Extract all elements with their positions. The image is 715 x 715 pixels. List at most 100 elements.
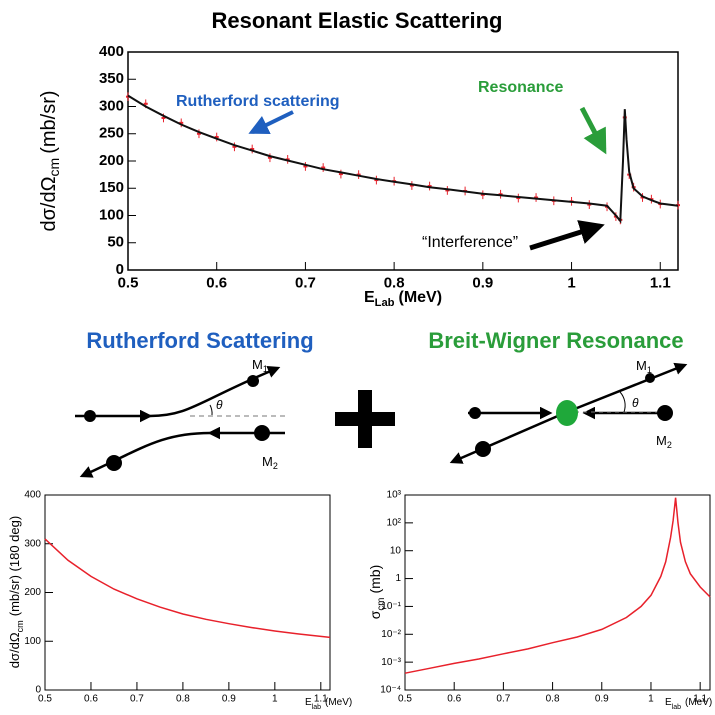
data-point [214, 136, 219, 139]
x-tick-label: 1 [272, 694, 278, 705]
label: 1 [647, 365, 652, 375]
x-tick-label: 0.5 [118, 274, 139, 291]
x-tick-label: 0.5 [38, 694, 52, 705]
x-tick-label: 0.9 [595, 694, 609, 705]
data-point [640, 196, 645, 199]
diagram-title: Breit-Wigner Resonance [428, 328, 683, 353]
data-point [498, 193, 503, 196]
x-tick-label: 0.6 [84, 694, 98, 705]
y-tick-label: 10³ [387, 490, 402, 501]
x-tick-label: 0.5 [398, 694, 412, 705]
label-sub: lab [312, 704, 321, 710]
x-tick-label: 1 [648, 694, 654, 705]
label-sub: lab [672, 704, 681, 710]
x-tick-label: 0.6 [447, 694, 461, 705]
x-tick-label: 0.8 [546, 694, 560, 705]
mass-label: M1 [636, 358, 652, 375]
axis-label: dσ/dΩcm (mb/sr) (180 deg) [7, 516, 25, 668]
label-sub: Lab [375, 297, 395, 309]
x-tick-label: 1 [567, 274, 575, 291]
data-point [267, 156, 272, 159]
label-main: E [364, 289, 375, 306]
label-sub: cm [15, 620, 25, 632]
chart-title: Resonant Elastic Scattering [212, 8, 503, 33]
x-tick-label: 0.6 [206, 274, 227, 291]
x-tick-label: 1.1 [693, 694, 707, 705]
mass-label: M2 [656, 433, 672, 450]
angle-label: θ [632, 396, 639, 410]
data-point [143, 102, 148, 105]
particle [469, 407, 481, 419]
data-point [534, 196, 539, 199]
y-tick-label: 400 [99, 43, 124, 60]
data-point [427, 185, 432, 188]
label: M [252, 357, 263, 372]
label-sub: cm [376, 598, 387, 611]
label-main: E [305, 697, 312, 708]
mass-label: M2 [262, 454, 278, 471]
particle [247, 375, 259, 387]
y-tick-label: 200 [99, 152, 124, 169]
arrow [529, 220, 605, 251]
data-point [321, 166, 326, 169]
label-main: E [665, 697, 672, 708]
label: M [656, 433, 667, 448]
data-point [445, 189, 450, 192]
label: 2 [667, 440, 672, 450]
data-point [374, 179, 379, 182]
arrow [248, 110, 294, 134]
data-point [179, 121, 184, 124]
label-unit: (mb/sr) (180 deg) [7, 516, 22, 616]
y-tick-label: 10² [387, 517, 402, 528]
y-tick-label: 10⁻¹ [381, 601, 401, 612]
label-unit: (MeV) [399, 289, 443, 306]
data-point [250, 148, 255, 151]
data-point [338, 173, 343, 176]
label: 1 [263, 364, 268, 374]
data-point [285, 158, 290, 161]
x-tick-label: 0.8 [384, 274, 405, 291]
label: M [262, 454, 273, 469]
x-tick-label: 1.1 [650, 274, 671, 291]
particle [645, 373, 655, 383]
compound-nucleus [556, 400, 578, 426]
plot-frame [404, 494, 711, 691]
y-tick-label: 50 [107, 234, 124, 251]
annotation: “Interference” [422, 234, 518, 251]
axis-label: Elab (MeV) [665, 697, 712, 710]
y-tick-label: 100 [24, 636, 41, 647]
data-point [480, 193, 485, 196]
angle-label: θ [216, 398, 223, 412]
diagram-title: Rutherford Scattering [86, 328, 313, 353]
data-point [232, 145, 237, 148]
plot-frame [44, 494, 331, 691]
line-series [127, 94, 679, 224]
y-tick-label: 200 [24, 587, 41, 598]
x-tick-label: 0.7 [295, 274, 316, 291]
x-tick-label: 0.7 [130, 694, 144, 705]
particle [657, 405, 673, 421]
y-tick-label: 300 [99, 97, 124, 114]
y-tick-label: 1 [395, 573, 401, 584]
breit-wigner-diagram [449, 362, 688, 464]
line-series [44, 538, 331, 639]
data-point [516, 197, 521, 200]
label-unit: (mb) [367, 565, 383, 594]
particle [106, 455, 122, 471]
data-point [303, 165, 308, 168]
y-tick-label: 350 [99, 70, 124, 87]
y-tick-label: 0 [35, 685, 41, 696]
data-point [587, 203, 592, 206]
data-point [161, 116, 166, 119]
y-tick-label: 10 [390, 545, 402, 556]
x-tick-label: 0.9 [222, 694, 236, 705]
label-main: dσ/dΩ [38, 176, 60, 231]
data-point [196, 132, 201, 135]
axis-label: Elab (MeV) [305, 697, 352, 710]
label-main: σ [367, 610, 383, 619]
plus-sign [335, 390, 395, 448]
x-tick-label: 1.1 [314, 694, 328, 705]
arrow [579, 106, 607, 155]
particle [84, 410, 96, 422]
